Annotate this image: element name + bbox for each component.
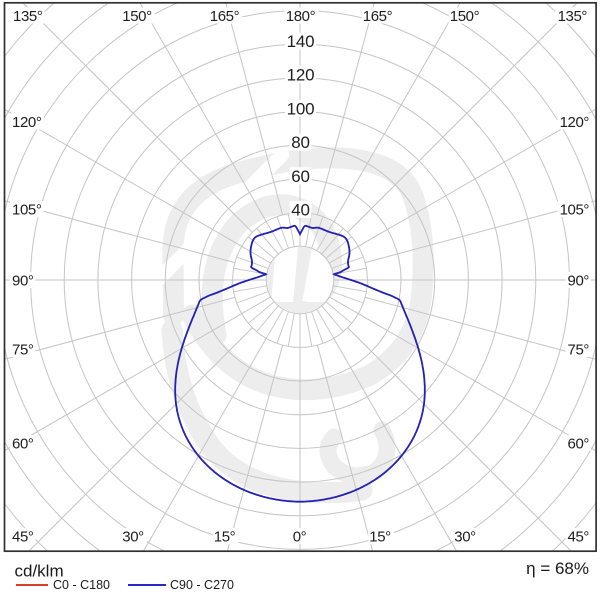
- svg-text:40: 40: [291, 200, 310, 219]
- svg-text:80: 80: [291, 133, 310, 152]
- svg-text:75°: 75°: [12, 341, 34, 358]
- svg-text:90°: 90°: [568, 272, 590, 289]
- svg-text:140: 140: [287, 32, 315, 51]
- svg-text:165°: 165°: [363, 8, 393, 25]
- svg-text:135°: 135°: [558, 8, 588, 25]
- svg-text:C0 - C180: C0 - C180: [53, 578, 110, 592]
- svg-text:120°: 120°: [560, 114, 590, 131]
- svg-text:100: 100: [287, 99, 315, 118]
- svg-text:45°: 45°: [568, 528, 590, 545]
- svg-text:η = 68%: η = 68%: [526, 559, 589, 578]
- svg-text:cd/klm: cd/klm: [15, 562, 64, 581]
- svg-text:150°: 150°: [450, 8, 480, 25]
- svg-text:45°: 45°: [12, 528, 34, 545]
- svg-text:90°: 90°: [12, 272, 34, 289]
- svg-text:165°: 165°: [210, 8, 240, 25]
- svg-text:C90 - C270: C90 - C270: [170, 578, 234, 592]
- svg-text:120: 120: [287, 66, 315, 85]
- svg-text:120°: 120°: [12, 114, 42, 131]
- svg-text:15°: 15°: [369, 528, 391, 545]
- svg-text:30°: 30°: [454, 528, 476, 545]
- svg-text:60°: 60°: [568, 435, 590, 452]
- svg-text:30°: 30°: [122, 528, 144, 545]
- svg-text:135°: 135°: [13, 8, 43, 25]
- svg-text:0°: 0°: [293, 528, 307, 545]
- svg-text:15°: 15°: [214, 528, 236, 545]
- svg-text:105°: 105°: [560, 201, 590, 218]
- svg-text:60°: 60°: [12, 435, 34, 452]
- svg-text:75°: 75°: [568, 341, 590, 358]
- svg-text:150°: 150°: [122, 8, 152, 25]
- svg-text:60: 60: [291, 167, 310, 186]
- svg-text:105°: 105°: [12, 201, 42, 218]
- svg-text:180°: 180°: [286, 8, 316, 25]
